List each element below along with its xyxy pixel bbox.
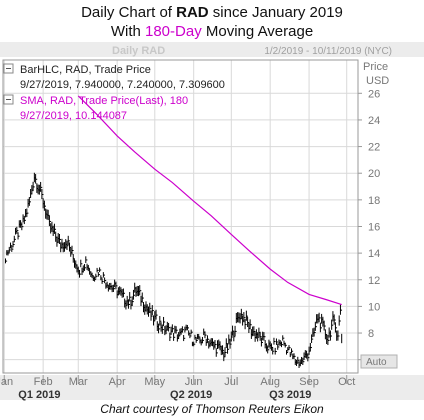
chart-header-bar <box>0 42 424 57</box>
x-quarter-label: Q3 2019 <box>269 389 311 401</box>
sma-series-line <box>77 95 342 306</box>
x-tick-label: Jan <box>0 376 13 388</box>
x-axis-panel <box>0 375 424 400</box>
price-axis-title: Price <box>363 61 388 73</box>
x-tick-label: May <box>144 376 165 388</box>
title-suffix: since January 2019 <box>208 4 343 21</box>
x-tick-label: Jul <box>224 376 238 388</box>
x-tick-label: Feb <box>34 376 53 388</box>
x-quarter-label: Q1 2019 <box>18 389 60 401</box>
auto-scale-button[interactable] <box>360 354 398 369</box>
price-series <box>5 172 343 369</box>
x-tick-label: Apr <box>109 376 126 388</box>
date-range: 1/2/2019 - 10/11/2019 (NYC) <box>264 46 392 57</box>
y-tick-label: 8 <box>368 328 374 340</box>
x-tick-label: Aug <box>260 376 280 388</box>
auto-scale-label: Auto <box>366 357 387 368</box>
chart-title-line-1: Daily Chart of RAD since January 2019 <box>0 4 424 21</box>
y-axis: 68101214161820222426 <box>358 88 380 367</box>
x-tick-label: Mar <box>69 376 88 388</box>
y-tick-label: 14 <box>368 248 380 260</box>
y-tick-label: 10 <box>368 301 380 313</box>
legend-series-1-label: BarHLC, RAD, Trade Price <box>20 64 151 76</box>
legend: BarHLC, RAD, Trade Price 9/27/2019, 7.94… <box>3 63 225 122</box>
chart-credit: Chart courtesy of Thomson Reuters Eikon <box>100 402 324 416</box>
x-axis: Jan Feb Mar Apr May Jun Jul Aug Sep Oct Q1 2019 Q2 … <box>0 375 355 401</box>
legend-series-2-values: 9/27/2019, 10.144087 <box>20 110 127 122</box>
y-tick-label: 18 <box>368 195 380 207</box>
y-tick-label: 24 <box>368 115 380 127</box>
y-tick-label: 16 <box>368 221 380 233</box>
legend-series-1-values: 9/27/2019, 7.940000, 7.240000, 7.309600 <box>20 79 225 91</box>
chart-title-line-2: With 180-Day Moving Average <box>0 23 424 40</box>
title-symbol: RAD <box>176 4 209 21</box>
chart-watermark: Daily RAD <box>112 45 165 57</box>
subtitle-prefix: With <box>110 23 145 40</box>
y-tick-label: 22 <box>368 142 380 154</box>
x-tick-label: Sep <box>299 376 319 388</box>
title-prefix: Daily Chart of <box>81 4 177 21</box>
subtitle-suffix: Moving Average <box>201 23 314 40</box>
y-tick-label: 20 <box>368 168 380 180</box>
x-quarter-label: Q2 2019 <box>170 389 212 401</box>
y-tick-label: 26 <box>368 88 380 100</box>
legend-series-2-label: SMA, RAD, Trade Price(Last), 180 <box>20 95 188 107</box>
grid <box>3 60 358 373</box>
x-tick-label: Jun <box>185 376 203 388</box>
price-axis-unit: USD <box>366 75 389 87</box>
plot-frame <box>2 59 359 374</box>
subtitle-highlight: 180-Day <box>145 23 202 40</box>
x-tick-label: Oct <box>338 376 355 388</box>
y-tick-label: 12 <box>368 275 380 287</box>
